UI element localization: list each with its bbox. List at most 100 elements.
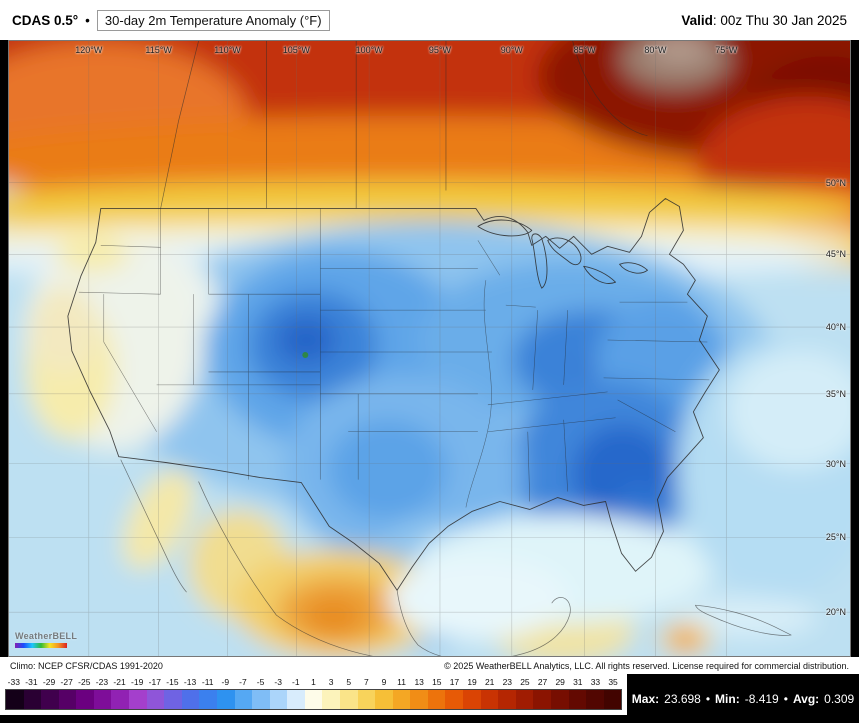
colorbar-tick: 7 bbox=[363, 677, 369, 687]
colorbar-cell bbox=[41, 690, 59, 709]
colorbar-tick: -17 bbox=[148, 677, 161, 687]
colorbar-cell bbox=[515, 690, 534, 709]
climo-text: Climo: NCEP CFSR/CDAS 1991-2020 bbox=[10, 660, 163, 671]
map-row: WeatherBELL 120°W 115°W 110°W 105°W 100°W 95°… bbox=[0, 40, 859, 657]
avg-value: 0.309 bbox=[824, 691, 855, 706]
colorbar-tick: 29 bbox=[555, 677, 565, 687]
colorbar-cell bbox=[93, 690, 112, 709]
weatherbell-logo: WeatherBELL bbox=[15, 631, 77, 648]
header-bullet: • bbox=[85, 12, 90, 28]
colorbar-tick: 5 bbox=[346, 677, 352, 687]
colorbar-tick: -11 bbox=[201, 677, 214, 687]
stats-separator: • bbox=[783, 691, 788, 706]
colorbar-tick: 23 bbox=[502, 677, 513, 687]
lat-label: 25°N bbox=[825, 532, 846, 543]
colorbar-tick: 25 bbox=[520, 677, 530, 687]
colorbar-cell bbox=[550, 690, 569, 709]
header-bar: CDAS 0.5° • 30-day 2m Temperature Anomal… bbox=[0, 0, 859, 40]
colorbar-tick: -29 bbox=[42, 677, 56, 687]
valid-label: Valid bbox=[681, 12, 713, 28]
colorbar-cell bbox=[463, 690, 481, 709]
lon-label: 85°W bbox=[573, 45, 596, 55]
min-label: Min: bbox=[715, 691, 740, 706]
colorbar-cell bbox=[164, 690, 182, 709]
lat-label: 20°N bbox=[825, 607, 846, 618]
colorbar-tick-labels: -33 -31 -29 -27 -25 -23 -21 -19 -17 -15 -13 -11 -9 -7… bbox=[5, 676, 622, 689]
colorbar-tick: -7 bbox=[239, 677, 247, 687]
colorbar-cell bbox=[269, 690, 288, 709]
colorbar-tick: 15 bbox=[432, 677, 442, 687]
colorbar-cell bbox=[392, 690, 411, 709]
colorbar-cell bbox=[427, 690, 446, 709]
colorbar-tick: 11 bbox=[397, 677, 406, 687]
colorbar: -33 -31 -29 -27 -25 -23 -21 -19 -17 -15 -13 -11 -9 -7… bbox=[0, 674, 627, 715]
max-label: Max: bbox=[631, 691, 660, 706]
min-value: -8.419 bbox=[744, 691, 779, 706]
anomaly-map-svg bbox=[9, 41, 850, 656]
colorbar-cell bbox=[322, 690, 340, 709]
colorbar-tick: 13 bbox=[414, 677, 424, 687]
colorbar-cell bbox=[357, 690, 376, 709]
colorbar-tick: 33 bbox=[590, 677, 601, 687]
colorbar-cell bbox=[586, 690, 604, 709]
colorbar-tick: -19 bbox=[131, 677, 144, 687]
weatherbell-logo-text: WeatherBELL bbox=[15, 631, 78, 641]
model-name: CDAS 0.5° bbox=[12, 12, 79, 28]
lat-label: 35°N bbox=[825, 388, 846, 399]
colorbar-tick: -25 bbox=[78, 677, 91, 687]
colorbar-cell bbox=[480, 690, 499, 709]
stats-readout: Max: 23.698 • Min: -8.419 • Avg: 0.309 bbox=[627, 674, 859, 723]
colorbar-tick: 31 bbox=[573, 677, 583, 687]
colorbar-tick: -5 bbox=[256, 677, 265, 687]
colorbar-tick: -31 bbox=[25, 677, 38, 687]
colorbar-cell bbox=[181, 690, 200, 709]
lat-label: 50°N bbox=[825, 177, 846, 188]
colorbar-cell bbox=[339, 690, 358, 709]
colorbar-tick: 1 bbox=[311, 677, 316, 687]
lon-label: 110°W bbox=[214, 45, 241, 55]
max-value: 23.698 bbox=[664, 691, 701, 706]
colorbar-tick: -3 bbox=[274, 677, 282, 687]
colorbar-cell bbox=[234, 690, 253, 709]
colorbar-tick: -27 bbox=[60, 677, 73, 687]
lon-label: 105°W bbox=[282, 45, 310, 55]
colorbar-cell bbox=[410, 690, 428, 709]
colorbar-tick: 9 bbox=[381, 677, 387, 687]
footer-strip: Climo: NCEP CFSR/CDAS 1991-2020 © 2025 W… bbox=[0, 657, 859, 674]
header-title-group: CDAS 0.5° • 30-day 2m Temperature Anomal… bbox=[12, 9, 330, 31]
colorbar-cell bbox=[146, 690, 165, 709]
colorbar-tick: 35 bbox=[608, 677, 618, 687]
weatherbell-logo-gradient bbox=[15, 643, 67, 648]
colorbar-cell bbox=[375, 690, 393, 709]
colorbar-tick: -15 bbox=[166, 677, 179, 687]
lon-label: 90°W bbox=[500, 45, 523, 55]
colorbar-tick: -21 bbox=[113, 677, 126, 687]
colorbar-tick: 27 bbox=[537, 677, 548, 687]
colorbar-cell bbox=[445, 690, 464, 709]
colorbar-cell bbox=[287, 690, 305, 709]
colorbar-tick: -33 bbox=[7, 677, 20, 687]
bottom-bar: -33 -31 -29 -27 -25 -23 -21 -19 -17 -15 -13 -11 -9 -7… bbox=[0, 674, 859, 723]
colorbar-cell bbox=[252, 690, 270, 709]
lon-label: 120°W bbox=[75, 45, 103, 55]
lat-label: 40°N bbox=[825, 322, 846, 333]
copyright-text: © 2025 WeatherBELL Analytics, LLC. All r… bbox=[444, 660, 849, 671]
colorbar-cell bbox=[58, 690, 77, 709]
map-title: 30-day 2m Temperature Anomaly (°F) bbox=[96, 9, 330, 31]
stats-separator: • bbox=[705, 691, 711, 706]
valid-time: Valid: 00z Thu 30 Jan 2025 bbox=[681, 13, 847, 28]
colorbar-tick: -1 bbox=[292, 677, 300, 687]
colorbar-cell bbox=[23, 690, 42, 709]
colorbar-tick: -9 bbox=[221, 677, 230, 687]
colorbar-tick: 19 bbox=[467, 677, 477, 687]
colorbar-cell bbox=[199, 690, 217, 709]
anomaly-map: WeatherBELL 120°W 115°W 110°W 105°W 100°W 95°… bbox=[8, 40, 851, 657]
lat-label: 45°N bbox=[825, 249, 846, 260]
lon-label: 95°W bbox=[428, 45, 452, 55]
colorbar-cell bbox=[111, 690, 130, 709]
station-marker bbox=[302, 351, 309, 358]
colorbar-tick: 3 bbox=[328, 677, 334, 687]
colorbar-tick: -13 bbox=[183, 677, 197, 687]
valid-value: : 00z Thu 30 Jan 2025 bbox=[712, 12, 847, 28]
